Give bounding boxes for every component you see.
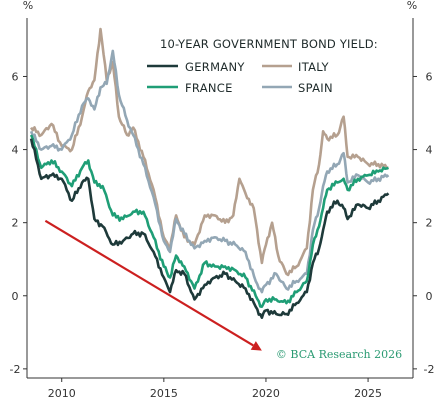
y-tick-label-right: 6 bbox=[426, 70, 433, 83]
series-layer bbox=[29, 27, 390, 319]
legend-label-italy: ITALY bbox=[298, 60, 329, 74]
plot-frame bbox=[26, 18, 414, 379]
trend-arrow-head bbox=[250, 341, 262, 351]
left-unit-label: % bbox=[23, 0, 33, 12]
legend-label-germany: GERMANY bbox=[185, 60, 245, 74]
y-tick-label-right: -2 bbox=[424, 363, 435, 376]
series-line-spain bbox=[29, 49, 390, 294]
x-tick-label: 2020 bbox=[252, 387, 280, 400]
right-unit-label: % bbox=[407, 0, 417, 12]
y-tick-label-left: 0 bbox=[12, 290, 19, 303]
legend-label-spain: SPAIN bbox=[298, 81, 333, 95]
chart-title: 10-YEAR GOVERNMENT BOND YIELD: bbox=[160, 37, 378, 51]
y-tick-label-left: 4 bbox=[12, 144, 19, 157]
x-tick-label: 2025 bbox=[354, 387, 382, 400]
x-tick-label: 2010 bbox=[48, 387, 76, 400]
series-line-italy bbox=[30, 27, 389, 277]
series-line-germany bbox=[29, 138, 390, 319]
x-tick-label: 2015 bbox=[150, 387, 178, 400]
legend: GERMANY FRANCE ITALY SPAIN bbox=[147, 60, 333, 95]
y-tick-label-right: 0 bbox=[426, 290, 433, 303]
credit-label: © BCA Research 2026 bbox=[276, 348, 402, 361]
y-tick-label-left: 2 bbox=[12, 217, 19, 230]
series-line-france bbox=[29, 134, 389, 308]
y-tick-label-left: -2 bbox=[10, 363, 21, 376]
trend-arrow-shaft bbox=[44, 219, 254, 347]
axes: -2 -2 0 0 2 2 4 4 6 6 2010 2015 2020 2025 bbox=[10, 70, 435, 400]
trend-arrow bbox=[44, 219, 262, 351]
y-tick-label-right: 4 bbox=[426, 144, 433, 157]
y-tick-label-left: 6 bbox=[12, 70, 19, 83]
legend-label-france: FRANCE bbox=[185, 81, 233, 95]
y-tick-label-right: 2 bbox=[426, 217, 433, 230]
